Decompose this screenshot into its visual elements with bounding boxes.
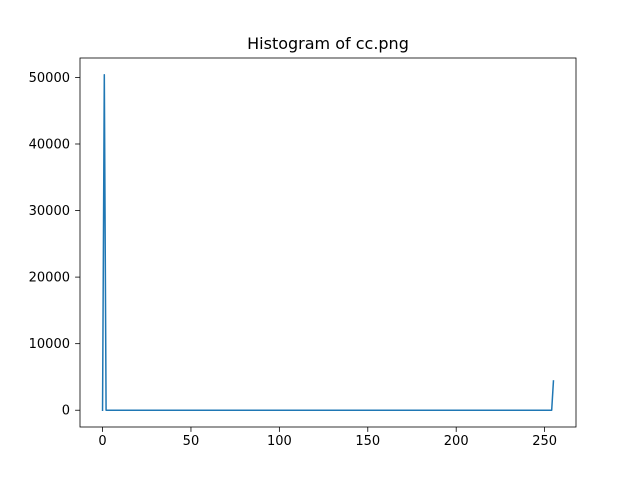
series-line-0 bbox=[101, 74, 555, 411]
x-tick-label: 200 bbox=[444, 434, 469, 449]
y-tick-label: 50000 bbox=[29, 71, 70, 86]
y-tick-label: 0 bbox=[62, 404, 70, 419]
axes-frame bbox=[79, 57, 577, 428]
x-tick-label: 0 bbox=[98, 434, 106, 449]
plot-area bbox=[101, 74, 555, 411]
chart-title: Histogram of cc.png bbox=[247, 34, 409, 53]
y-tick-label: 20000 bbox=[29, 271, 70, 286]
y-tick-label: 30000 bbox=[29, 204, 70, 219]
x-tick-label: 250 bbox=[532, 434, 557, 449]
x-tick-label: 50 bbox=[183, 434, 200, 449]
axes: 0 50 100 150 200 250 0 10000 20000 30000 40000 5000… bbox=[29, 57, 577, 449]
x-tick-label: 150 bbox=[355, 434, 380, 449]
x-tick-label: 100 bbox=[267, 434, 292, 449]
y-tick-label: 40000 bbox=[29, 137, 70, 152]
y-tick-label: 10000 bbox=[29, 337, 70, 352]
